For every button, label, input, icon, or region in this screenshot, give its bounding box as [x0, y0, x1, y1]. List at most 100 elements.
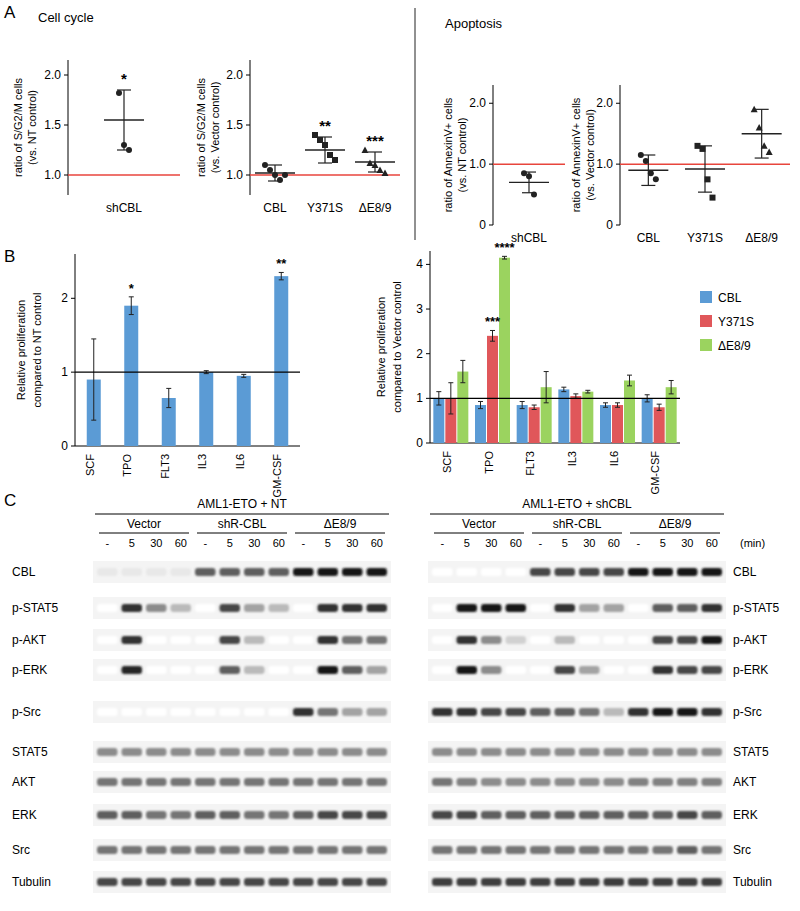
row-label: p-ERK: [733, 663, 768, 677]
error-cap: [627, 385, 632, 386]
point: [653, 176, 659, 182]
y-axis-label: (vs. NT control): [456, 118, 468, 193]
time-label: 60: [608, 537, 620, 549]
band: [97, 878, 118, 886]
band: [530, 778, 551, 786]
error-cap: [241, 374, 246, 375]
band: [653, 666, 674, 674]
band: [220, 604, 241, 612]
band: [97, 778, 118, 786]
x-tick-label: TPO: [121, 454, 133, 477]
y-tick-label: 1.5: [44, 118, 61, 132]
band: [677, 878, 698, 886]
band: [628, 604, 649, 612]
mean-line: [104, 119, 144, 120]
significance: ****: [494, 240, 515, 255]
reference-line: [430, 398, 680, 399]
legend-swatch: [700, 339, 712, 351]
error-cap: [502, 259, 507, 260]
y-tick: [489, 225, 493, 226]
row-label: STAT5: [733, 745, 769, 759]
error-cap: [478, 401, 483, 402]
band: [195, 846, 216, 854]
band: [195, 778, 216, 786]
band: [367, 846, 388, 854]
time-label: 5: [660, 537, 666, 549]
blot-strip: [93, 741, 391, 763]
band: [318, 666, 339, 674]
band: [481, 666, 502, 674]
band: [318, 604, 339, 612]
band: [555, 666, 576, 674]
significance: *: [121, 70, 127, 87]
group-label: Vector: [462, 517, 496, 531]
x-tick-label: GM-CSF: [271, 454, 283, 498]
blot-strip: [428, 597, 726, 619]
y-tick: [426, 353, 430, 354]
point: [277, 177, 283, 183]
band: [628, 878, 649, 886]
mean-line: [628, 170, 668, 171]
band: [244, 636, 265, 644]
x-tick-label: IL3: [196, 454, 208, 469]
band: [432, 811, 453, 819]
band: [244, 666, 265, 674]
bar: [612, 405, 623, 443]
band: [481, 604, 502, 612]
band: [457, 846, 478, 854]
row-label: CBL: [12, 565, 36, 579]
band: [293, 708, 314, 716]
band: [269, 811, 290, 819]
band: [653, 811, 674, 819]
annotations: *******: [485, 240, 516, 329]
band: [171, 778, 192, 786]
error-cap: [204, 370, 209, 371]
error-cap: [561, 387, 566, 388]
band: [530, 878, 551, 886]
plot-area: [493, 164, 565, 197]
band: [220, 568, 241, 576]
y-tick: [426, 443, 430, 444]
y-axis-label: ratio of AnnexinV+ cells: [442, 97, 454, 212]
x-tick-label: TPO: [483, 451, 495, 474]
band: [506, 846, 527, 854]
y-tick-label: 2: [61, 291, 68, 305]
time-label: 30: [583, 537, 595, 549]
error-cap: [318, 162, 332, 163]
y-tick: [616, 103, 620, 104]
band: [146, 811, 167, 819]
row-label: Src: [733, 843, 751, 857]
band: [530, 846, 551, 854]
band: [146, 778, 167, 786]
band: [506, 878, 527, 886]
x-tick-label: IL6: [234, 454, 246, 469]
band: [195, 604, 216, 612]
y-axis-label: (vs. NT control): [26, 90, 38, 165]
error-cap: [603, 402, 608, 403]
error-cap: [561, 391, 566, 392]
band: [97, 846, 118, 854]
time-label: -: [440, 537, 444, 549]
error-cap: [241, 377, 246, 378]
blot-strip: [428, 741, 726, 763]
band: [146, 878, 167, 886]
y-axis-label: Relative proliferation: [15, 300, 27, 400]
band: [653, 708, 674, 716]
band: [604, 846, 625, 854]
legend: CBLY371SΔE8/9: [700, 291, 754, 353]
band: [432, 666, 453, 674]
time-label: 5: [325, 537, 331, 549]
time-label: 60: [175, 537, 187, 549]
bar: [199, 372, 213, 446]
time-label: -: [105, 537, 109, 549]
bar: [642, 398, 653, 443]
point: [531, 192, 537, 198]
band: [195, 636, 216, 644]
group-label: shR-CBL: [553, 517, 602, 531]
point: [126, 147, 132, 153]
band: [555, 878, 576, 886]
row-label: p-AKT: [733, 633, 768, 647]
x-tick-label: CBL: [637, 231, 661, 245]
band: [269, 878, 290, 886]
y-tick: [246, 75, 250, 76]
